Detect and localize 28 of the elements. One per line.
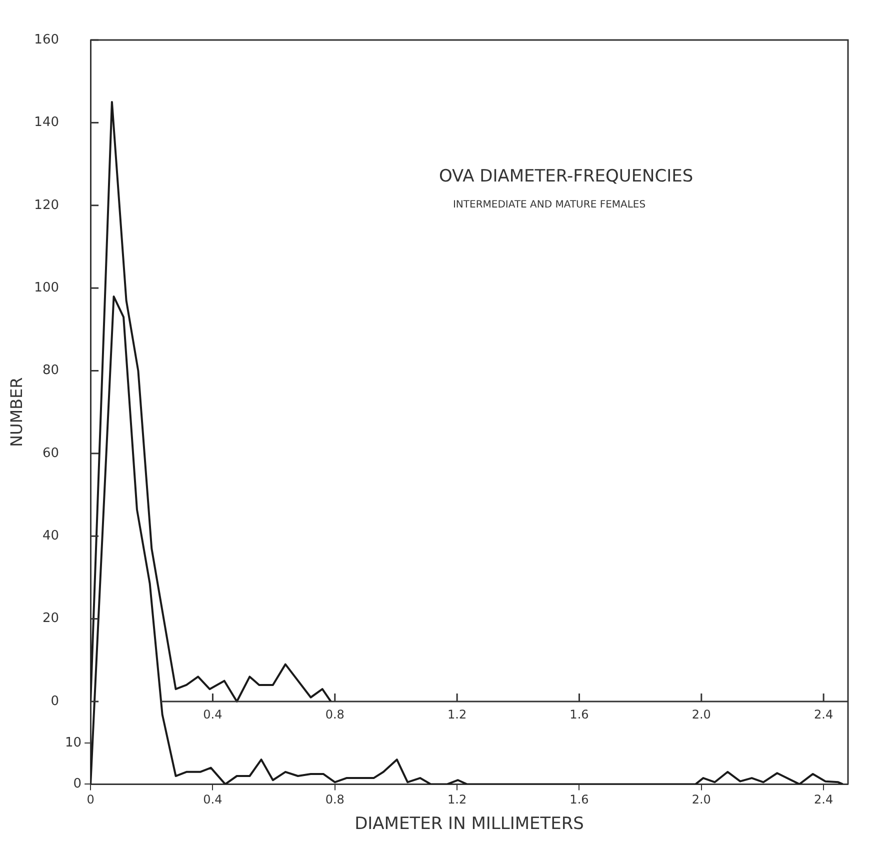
x2-tick-label: 1.6: [570, 708, 589, 722]
y-tick-label: 80: [42, 363, 60, 378]
y-axis-title: NUMBER: [6, 377, 26, 447]
x-tick-label: 0: [86, 792, 94, 807]
y-tick-label: 160: [34, 32, 60, 48]
x-tick-label: 0.8: [325, 792, 344, 807]
y2-tick-label: 10: [65, 736, 82, 751]
x2-tick-label: 1.2: [448, 708, 467, 722]
x-tick-label: 2.4: [814, 792, 834, 807]
x-tick-label: 1.6: [570, 792, 589, 807]
y2-tick-label: 0: [73, 776, 82, 792]
x2-tick-label: 0.4: [203, 708, 222, 722]
text: INTERMEDIATE AND MATURE FEMALES: [452, 199, 646, 210]
y-tick-label: 140: [34, 115, 60, 130]
x2-tick-label: 0.8: [325, 708, 344, 722]
x-tick-label: 1.2: [448, 792, 467, 807]
x2-tick-label: 2.4: [814, 708, 834, 722]
y-tick-label: 60: [42, 446, 60, 461]
x-axis-title: DIAMETER IN MILLIMETERS: [354, 814, 584, 834]
x2-tick-label: 2.0: [692, 708, 711, 722]
y-tick-label: 0: [50, 694, 60, 709]
x-tick-label: 2.0: [692, 792, 711, 807]
text: OVA DIAMETER-FREQUENCIES: [438, 166, 694, 186]
y-tick-label: 40: [42, 528, 60, 544]
y-tick-label: 120: [34, 198, 60, 213]
y-tick-label: 100: [34, 280, 60, 296]
x-tick-label: 0.4: [203, 792, 222, 807]
y-tick-label: 20: [42, 611, 60, 626]
